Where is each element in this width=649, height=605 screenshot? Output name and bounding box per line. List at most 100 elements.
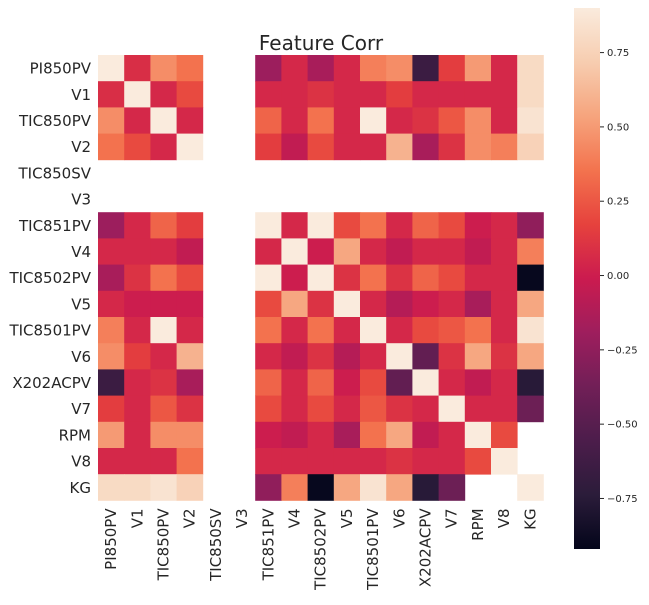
heatmap-cell bbox=[491, 395, 518, 423]
heatmap-cell bbox=[412, 81, 439, 108]
heatmap-cell bbox=[333, 421, 361, 449]
heatmap-cell bbox=[438, 107, 466, 134]
heatmap-cell bbox=[491, 81, 518, 108]
heatmap-cell bbox=[176, 448, 204, 475]
heatmap-cell bbox=[98, 474, 125, 501]
heatmap-cell bbox=[517, 107, 544, 134]
heatmap-cell bbox=[150, 448, 177, 475]
x-tick-label: X202ACPV bbox=[417, 508, 435, 587]
heatmap-cell bbox=[98, 395, 125, 423]
heatmap-cell bbox=[412, 290, 439, 318]
heatmap-cell bbox=[124, 55, 151, 82]
heatmap-cell bbox=[150, 421, 177, 449]
heatmap-cell bbox=[307, 238, 335, 265]
heatmap-cell bbox=[281, 421, 308, 449]
x-tick-label: TIC8501PV bbox=[364, 508, 382, 591]
heatmap-cell bbox=[386, 238, 413, 265]
heatmap-cell bbox=[412, 133, 439, 161]
heatmap-cell bbox=[464, 317, 492, 344]
heatmap-cell bbox=[438, 448, 466, 475]
heatmap-cell bbox=[255, 395, 282, 423]
colorbar-tick-label: 0.00 bbox=[607, 271, 629, 282]
heatmap-cell bbox=[333, 395, 361, 423]
heatmap-cell bbox=[307, 264, 335, 292]
heatmap-cell bbox=[98, 107, 125, 134]
heatmap-cell bbox=[438, 343, 466, 370]
heatmap-cell bbox=[281, 107, 308, 134]
heatmap-cell bbox=[150, 369, 177, 396]
heatmap-cell bbox=[176, 264, 204, 292]
heatmap-cell bbox=[255, 317, 282, 344]
y-tick-label: TIC8502PV bbox=[8, 269, 91, 287]
heatmap-cell bbox=[360, 107, 387, 134]
heatmap-cell bbox=[307, 448, 335, 475]
heatmap-cell bbox=[412, 107, 439, 134]
heatmap-cell bbox=[124, 369, 151, 396]
y-tick-label: V4 bbox=[71, 243, 91, 261]
heatmap-cell bbox=[360, 290, 387, 318]
heatmap-cell bbox=[464, 55, 492, 82]
heatmap-cell bbox=[281, 474, 308, 501]
heatmap-cell bbox=[491, 369, 518, 396]
heatmap-cell bbox=[386, 212, 413, 239]
heatmap-cell bbox=[98, 317, 125, 344]
y-tick-label: KG bbox=[70, 479, 91, 497]
heatmap-cell bbox=[360, 421, 387, 449]
heatmap-cell bbox=[464, 395, 492, 423]
heatmap-cell bbox=[150, 55, 177, 82]
heatmap-cell bbox=[333, 448, 361, 475]
y-tick-label: V2 bbox=[71, 138, 91, 156]
heatmap-cell bbox=[491, 343, 518, 370]
heatmap-cell bbox=[176, 317, 204, 344]
heatmap-cell bbox=[176, 212, 204, 239]
heatmap-cell bbox=[124, 133, 151, 161]
heatmap-cell bbox=[124, 421, 151, 449]
heatmap-cell bbox=[438, 81, 466, 108]
heatmap-cell bbox=[386, 369, 413, 396]
heatmap-cell bbox=[98, 290, 125, 318]
heatmap-cell bbox=[307, 421, 335, 449]
heatmap-cell bbox=[360, 81, 387, 108]
heatmap-cell bbox=[438, 212, 466, 239]
y-tick-label: V7 bbox=[71, 400, 91, 418]
y-tick-label: TIC850SV bbox=[18, 164, 92, 182]
x-tick-label: TIC8502PV bbox=[312, 508, 330, 591]
heatmap-cell bbox=[176, 81, 204, 108]
heatmap-cell bbox=[412, 212, 439, 239]
heatmap-cell bbox=[176, 238, 204, 265]
y-tick-label: V5 bbox=[71, 295, 91, 313]
heatmap-cell bbox=[491, 107, 518, 134]
heatmap-cell bbox=[176, 343, 204, 370]
heatmap-cell bbox=[150, 264, 177, 292]
x-tick-label: RPM bbox=[469, 508, 487, 540]
y-tick-label: V8 bbox=[71, 453, 91, 471]
heatmap-cell bbox=[386, 264, 413, 292]
x-tick-label: V5 bbox=[338, 508, 356, 528]
heatmap-cell bbox=[360, 369, 387, 396]
colorbar: 0.75 0.50 0.25 0.00 −0.25 −0.50 −0.75 bbox=[574, 8, 638, 549]
heatmap-cell bbox=[255, 212, 282, 239]
y-tick-label: V3 bbox=[71, 191, 91, 209]
colorbar-gradient bbox=[574, 8, 600, 549]
heatmap-cell bbox=[464, 369, 492, 396]
heatmap-cell bbox=[255, 369, 282, 396]
x-tick-label: TIC850PV bbox=[155, 508, 173, 582]
heatmap-cell bbox=[464, 421, 492, 449]
heatmap-cell bbox=[386, 317, 413, 344]
y-tick-label: TIC850PV bbox=[18, 112, 92, 130]
heatmap-cell bbox=[124, 290, 151, 318]
heatmap-cell bbox=[255, 238, 282, 265]
heatmap-cell bbox=[150, 290, 177, 318]
heatmap-cell bbox=[281, 264, 308, 292]
heatmap-cell bbox=[150, 238, 177, 265]
colorbar-tick-label: 0.75 bbox=[607, 48, 629, 59]
heatmap-cell bbox=[281, 395, 308, 423]
heatmap-cell bbox=[281, 290, 308, 318]
heatmap-cell bbox=[517, 55, 544, 82]
heatmap-cell bbox=[281, 317, 308, 344]
x-tick-label: PI850PV bbox=[102, 508, 120, 570]
heatmap-cell bbox=[360, 395, 387, 423]
heatmap-cell bbox=[98, 81, 125, 108]
heatmap-cell bbox=[333, 81, 361, 108]
heatmap-cell bbox=[98, 369, 125, 396]
